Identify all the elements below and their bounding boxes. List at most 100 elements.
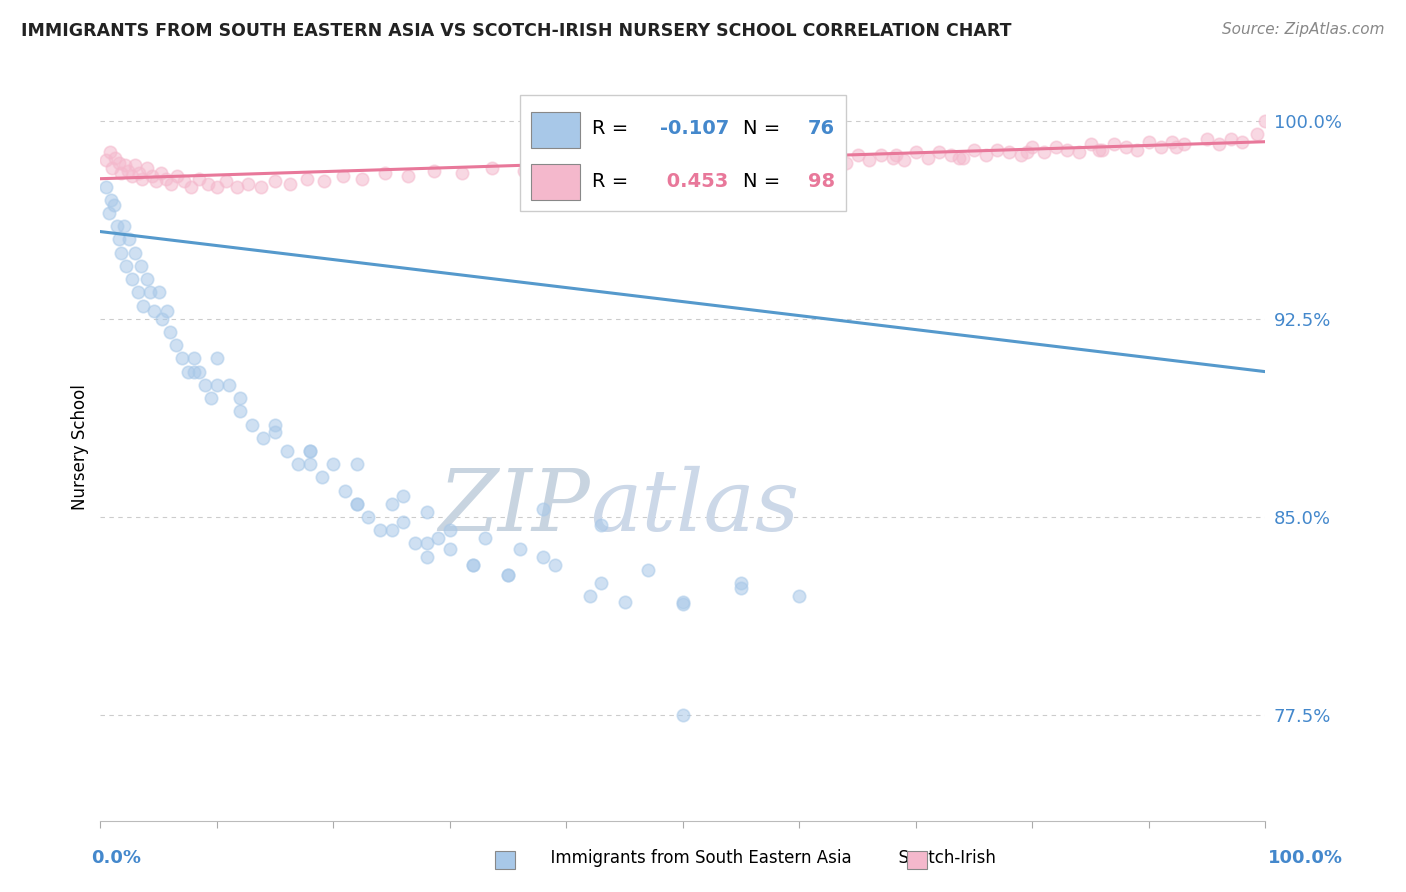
Point <box>229 391 252 405</box>
Point <box>1254 113 1277 128</box>
Point <box>100 193 122 207</box>
Point <box>741 159 763 173</box>
Point <box>132 299 155 313</box>
Point <box>357 510 380 524</box>
Point <box>974 148 997 162</box>
Point <box>591 576 613 591</box>
Point <box>148 285 170 300</box>
Text: 100.0%: 100.0% <box>1268 849 1343 867</box>
Point <box>578 590 600 604</box>
Point <box>287 457 309 471</box>
Point <box>998 145 1021 160</box>
Point <box>139 285 162 300</box>
Point <box>765 156 787 170</box>
Point <box>368 523 391 537</box>
Point <box>1115 140 1137 154</box>
Point <box>131 171 153 186</box>
Point <box>264 174 287 188</box>
Point <box>299 444 322 458</box>
Point <box>200 391 222 405</box>
Point <box>415 505 437 519</box>
Text: ZIP: ZIP <box>437 466 589 549</box>
Text: R =: R = <box>592 119 634 138</box>
Point <box>295 171 318 186</box>
Point <box>381 523 404 537</box>
Point <box>197 177 219 191</box>
Point <box>108 232 131 246</box>
Point <box>730 582 752 596</box>
Point <box>811 151 834 165</box>
Point <box>312 174 335 188</box>
Point <box>180 179 202 194</box>
Point <box>672 597 695 611</box>
Point <box>183 351 205 366</box>
Point <box>128 166 150 180</box>
Point <box>264 417 287 432</box>
Point <box>1088 143 1111 157</box>
Point <box>884 148 907 162</box>
Point <box>129 259 152 273</box>
Point <box>121 272 143 286</box>
Point <box>474 531 496 545</box>
Point <box>1161 135 1184 149</box>
Point <box>98 145 121 160</box>
Point <box>439 541 461 556</box>
Point <box>188 171 211 186</box>
Text: Immigrants from South Eastern Asia: Immigrants from South Eastern Asia <box>540 849 852 867</box>
Text: Source: ZipAtlas.com: Source: ZipAtlas.com <box>1222 22 1385 37</box>
Text: N =: N = <box>744 119 787 138</box>
Point <box>415 549 437 564</box>
Point <box>299 444 322 458</box>
Point <box>96 153 118 168</box>
Point <box>1219 132 1241 146</box>
Point <box>939 148 962 162</box>
Point <box>1149 140 1171 154</box>
Point <box>730 576 752 591</box>
Point <box>1208 137 1230 152</box>
Point <box>374 166 396 180</box>
Point <box>1137 135 1160 149</box>
Point <box>149 166 172 180</box>
Point <box>770 151 793 165</box>
Point <box>124 159 146 173</box>
Point <box>205 377 228 392</box>
Point <box>110 166 132 180</box>
Point <box>127 285 149 300</box>
Point <box>346 457 368 471</box>
Point <box>1164 140 1187 154</box>
Point <box>1126 143 1149 157</box>
Point <box>496 568 519 582</box>
Point <box>352 171 374 186</box>
Point <box>1246 127 1268 141</box>
Point <box>496 568 519 582</box>
Point <box>278 177 301 191</box>
Point <box>299 457 322 471</box>
Point <box>1230 135 1253 149</box>
Bar <box>531 164 581 200</box>
Text: 76: 76 <box>807 119 835 138</box>
FancyBboxPatch shape <box>520 95 846 211</box>
Point <box>1010 148 1032 162</box>
Point <box>105 219 128 234</box>
Point <box>800 156 823 170</box>
Point <box>346 497 368 511</box>
Point <box>531 502 554 516</box>
Point <box>825 153 848 168</box>
Text: N =: N = <box>744 172 787 191</box>
Point <box>136 272 159 286</box>
Point <box>672 153 695 168</box>
Point <box>637 563 659 577</box>
Point <box>333 483 356 498</box>
Point <box>1102 137 1125 152</box>
Point <box>928 145 950 160</box>
Text: atlas: atlas <box>589 466 799 549</box>
Point <box>422 163 444 178</box>
Point <box>264 425 287 440</box>
Point <box>141 169 163 183</box>
Point <box>531 549 554 564</box>
Point <box>112 219 135 234</box>
Point <box>250 179 273 194</box>
Point <box>591 518 613 533</box>
Point <box>346 497 368 511</box>
Point <box>986 143 1008 157</box>
